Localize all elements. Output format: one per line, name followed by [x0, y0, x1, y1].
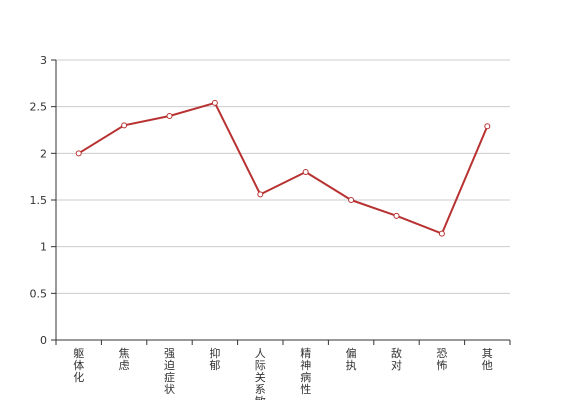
y-tick-label: 0.5 [30, 287, 48, 300]
data-point [121, 122, 128, 129]
series-layer [75, 99, 491, 237]
data-point [302, 169, 309, 175]
grid-lines [56, 59, 510, 294]
y-tick-label: 1.5 [30, 194, 48, 207]
data-point [393, 212, 400, 219]
series-line [78, 101, 489, 235]
data-point [484, 123, 491, 130]
y-tick-label: 2.5 [30, 101, 48, 114]
x-category-label: 人际关系敏感 [255, 347, 266, 400]
y-axis: 0 0.5 1 1.5 2 2.5 3 [30, 54, 57, 347]
x-category-label: 抑郁 [209, 346, 220, 372]
data-point [166, 113, 173, 119]
data-point [348, 197, 355, 203]
x-category-label: 躯体化 [73, 347, 84, 384]
y-tick-label: 1 [40, 241, 47, 254]
x-axis: 躯体化 焦虑 强迫症状 抑郁 人际关系敏感 精神病性 偏执 敌对 恐怖 其他 [55, 339, 511, 400]
y-tick-label: 2 [40, 147, 47, 160]
y-tick-label: 3 [40, 54, 47, 67]
x-category-label: 恐怖 [436, 347, 447, 372]
data-point [257, 191, 264, 198]
x-category-label: 强迫症状 [164, 347, 175, 396]
y-tick-label: 0 [40, 334, 47, 347]
x-category-label: 其他 [482, 347, 493, 372]
x-category-label: 精神病性 [300, 347, 311, 396]
data-point [211, 99, 218, 106]
data-point [438, 230, 445, 237]
x-category-label: 偏执 [346, 346, 357, 372]
data-point [75, 150, 82, 157]
x-category-label: 焦虑 [119, 347, 130, 372]
x-category-label: 敌对 [391, 346, 402, 372]
